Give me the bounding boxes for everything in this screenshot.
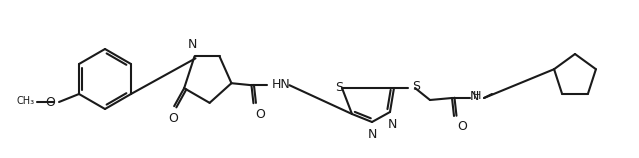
Text: S: S: [335, 81, 343, 94]
Text: O: O: [256, 108, 265, 121]
Text: H: H: [473, 91, 481, 101]
Text: N: N: [188, 38, 197, 51]
Text: O: O: [168, 112, 178, 125]
Text: O: O: [45, 95, 55, 109]
Text: HN: HN: [272, 78, 290, 91]
Text: N: N: [470, 89, 479, 103]
Text: CH₃: CH₃: [17, 96, 35, 106]
Text: N: N: [367, 128, 376, 141]
Text: N: N: [387, 118, 397, 131]
Text: O: O: [457, 120, 467, 133]
Text: S: S: [412, 80, 420, 94]
